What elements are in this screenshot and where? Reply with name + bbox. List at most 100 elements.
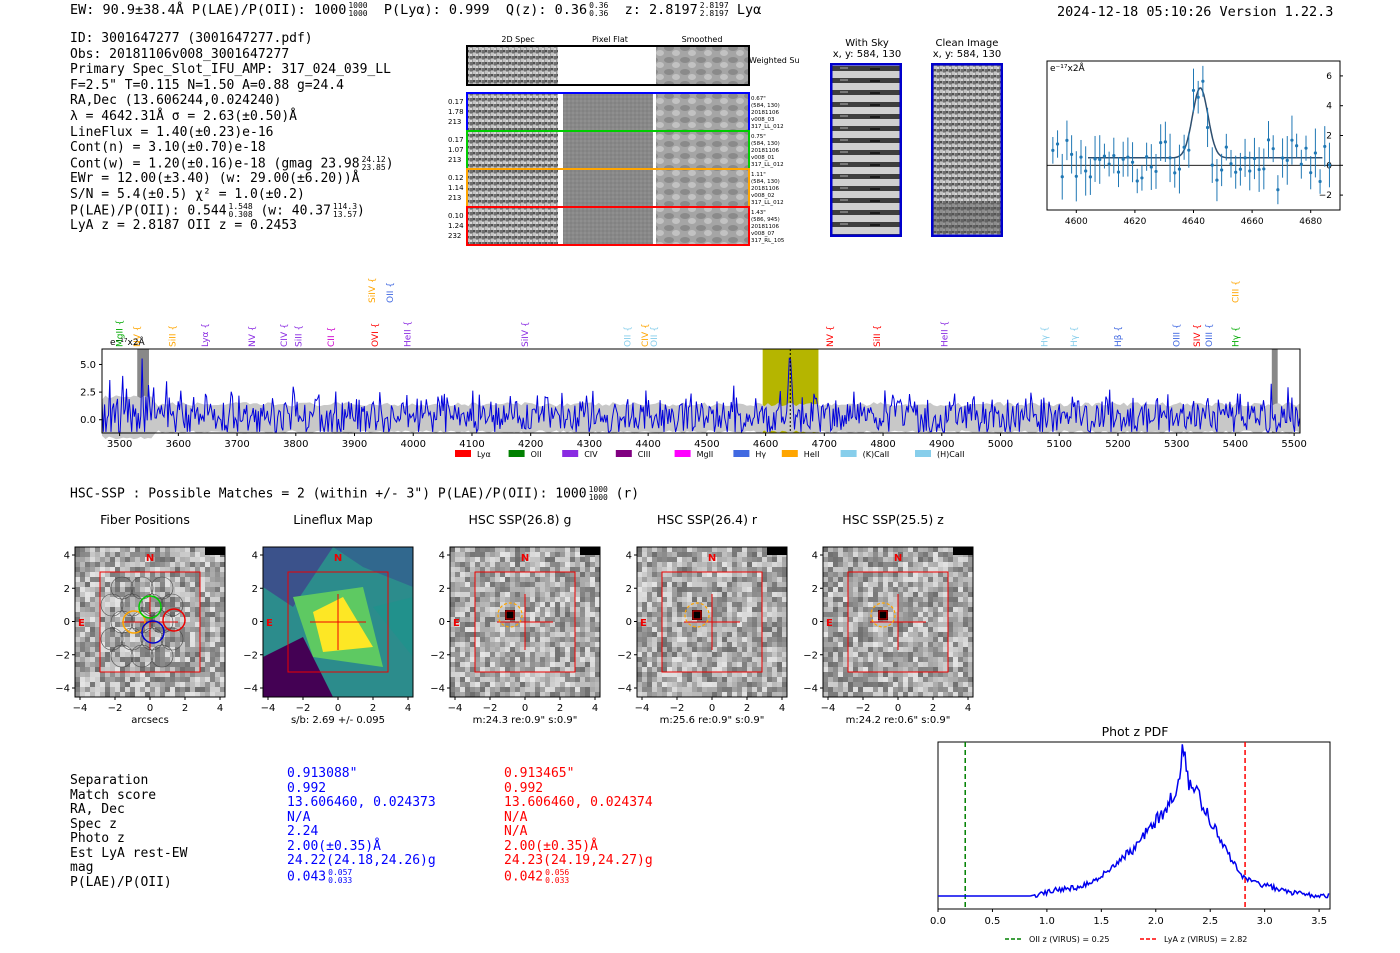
image-pixel [948,677,953,682]
image-pixel [125,577,130,582]
spec-line-label: CIV { [641,323,651,347]
image-pixel [692,572,697,577]
image-pixel [180,672,185,677]
image-pixel [732,627,737,632]
image-pixel [570,607,575,612]
image-pixel [505,592,510,597]
image-pixel [130,687,135,692]
image-pixel [873,607,878,612]
image-pixel [833,617,838,622]
image-pixel [717,582,722,587]
image-pixel [848,672,853,677]
image-pixel [853,652,858,657]
image-pixel [580,597,585,602]
image-pixel [450,582,455,587]
image-pixel [662,627,667,632]
image-pixel [893,632,898,637]
image-pixel [878,587,883,592]
image-pixel [727,587,732,592]
image-pixel [125,637,130,642]
image-pixel [667,617,672,622]
image-pixel [450,662,455,667]
image-pixel [777,612,782,617]
image-pixel [853,547,858,552]
image-pixel [90,692,95,697]
image-pixel [963,602,968,607]
image-pixel [747,622,752,627]
image-pixel [150,607,155,612]
image-pixel [475,692,480,697]
image-pixel [823,612,828,617]
image-pixel [873,662,878,667]
image-pixel [948,632,953,637]
image-pixel [205,562,210,567]
image-pixel [677,552,682,557]
image-pixel [475,657,480,662]
image-pixel [752,647,757,652]
image-pixel [495,582,500,587]
image-pixel [180,592,185,597]
image-pixel [85,682,90,687]
image-pixel [717,657,722,662]
image-pixel [868,547,873,552]
image-pixel [712,652,717,657]
image-pixel [90,587,95,592]
image-pixel [752,582,757,587]
image-pixel [782,637,787,642]
image-pixel [873,632,878,637]
image-pixel [687,577,692,582]
image-pixel [570,562,575,567]
image-pixel [953,577,958,582]
image-pixel [140,567,145,572]
image-pixel [878,672,883,677]
image-pixel [480,572,485,577]
image-pixel [590,572,595,577]
image-pixel [100,572,105,577]
image-pixel [667,597,672,602]
image-pixel [195,587,200,592]
image-pixel [677,667,682,672]
image-pixel [550,622,555,627]
image-pixel [717,607,722,612]
spec-xtick-label: 4200 [518,439,543,450]
image-pixel [505,557,510,562]
image-pixel [525,587,530,592]
panel-ytick-label: −2 [243,650,258,661]
image-pixel [520,677,525,682]
image-pixel [100,577,105,582]
image-pixel [585,632,590,637]
image-pixel [853,582,858,587]
match-red-separation: 0.913465" [504,766,575,781]
image-pixel [938,607,943,612]
image-pixel [125,562,130,567]
image-pixel [943,667,948,672]
image-pixel [918,552,923,557]
image-pixel [80,597,85,602]
image-pixel [495,557,500,562]
image-pixel [530,672,535,677]
image-pixel [913,607,918,612]
image-pixel [873,592,878,597]
image-pixel [843,612,848,617]
image-pixel [530,647,535,652]
fiber-circle [150,576,174,600]
image-pixel [210,587,215,592]
image-pixel [130,572,135,577]
image-pixel [737,637,742,642]
image-pixel [520,557,525,562]
spec-xtick-label: 4100 [459,439,484,450]
image-pixel [928,642,933,647]
spec-line-label: SiII { [295,325,305,347]
image-pixel [135,617,140,622]
image-pixel [938,547,943,552]
image-pixel [948,667,953,672]
image-pixel [180,647,185,652]
image-pixel [210,637,215,642]
image-pixel [555,607,560,612]
image-pixel [490,672,495,677]
full-spec-frame [101,348,1301,434]
image-pixel [195,577,200,582]
image-pixel [455,667,460,672]
image-pixel [515,547,520,552]
image-pixel [843,597,848,602]
